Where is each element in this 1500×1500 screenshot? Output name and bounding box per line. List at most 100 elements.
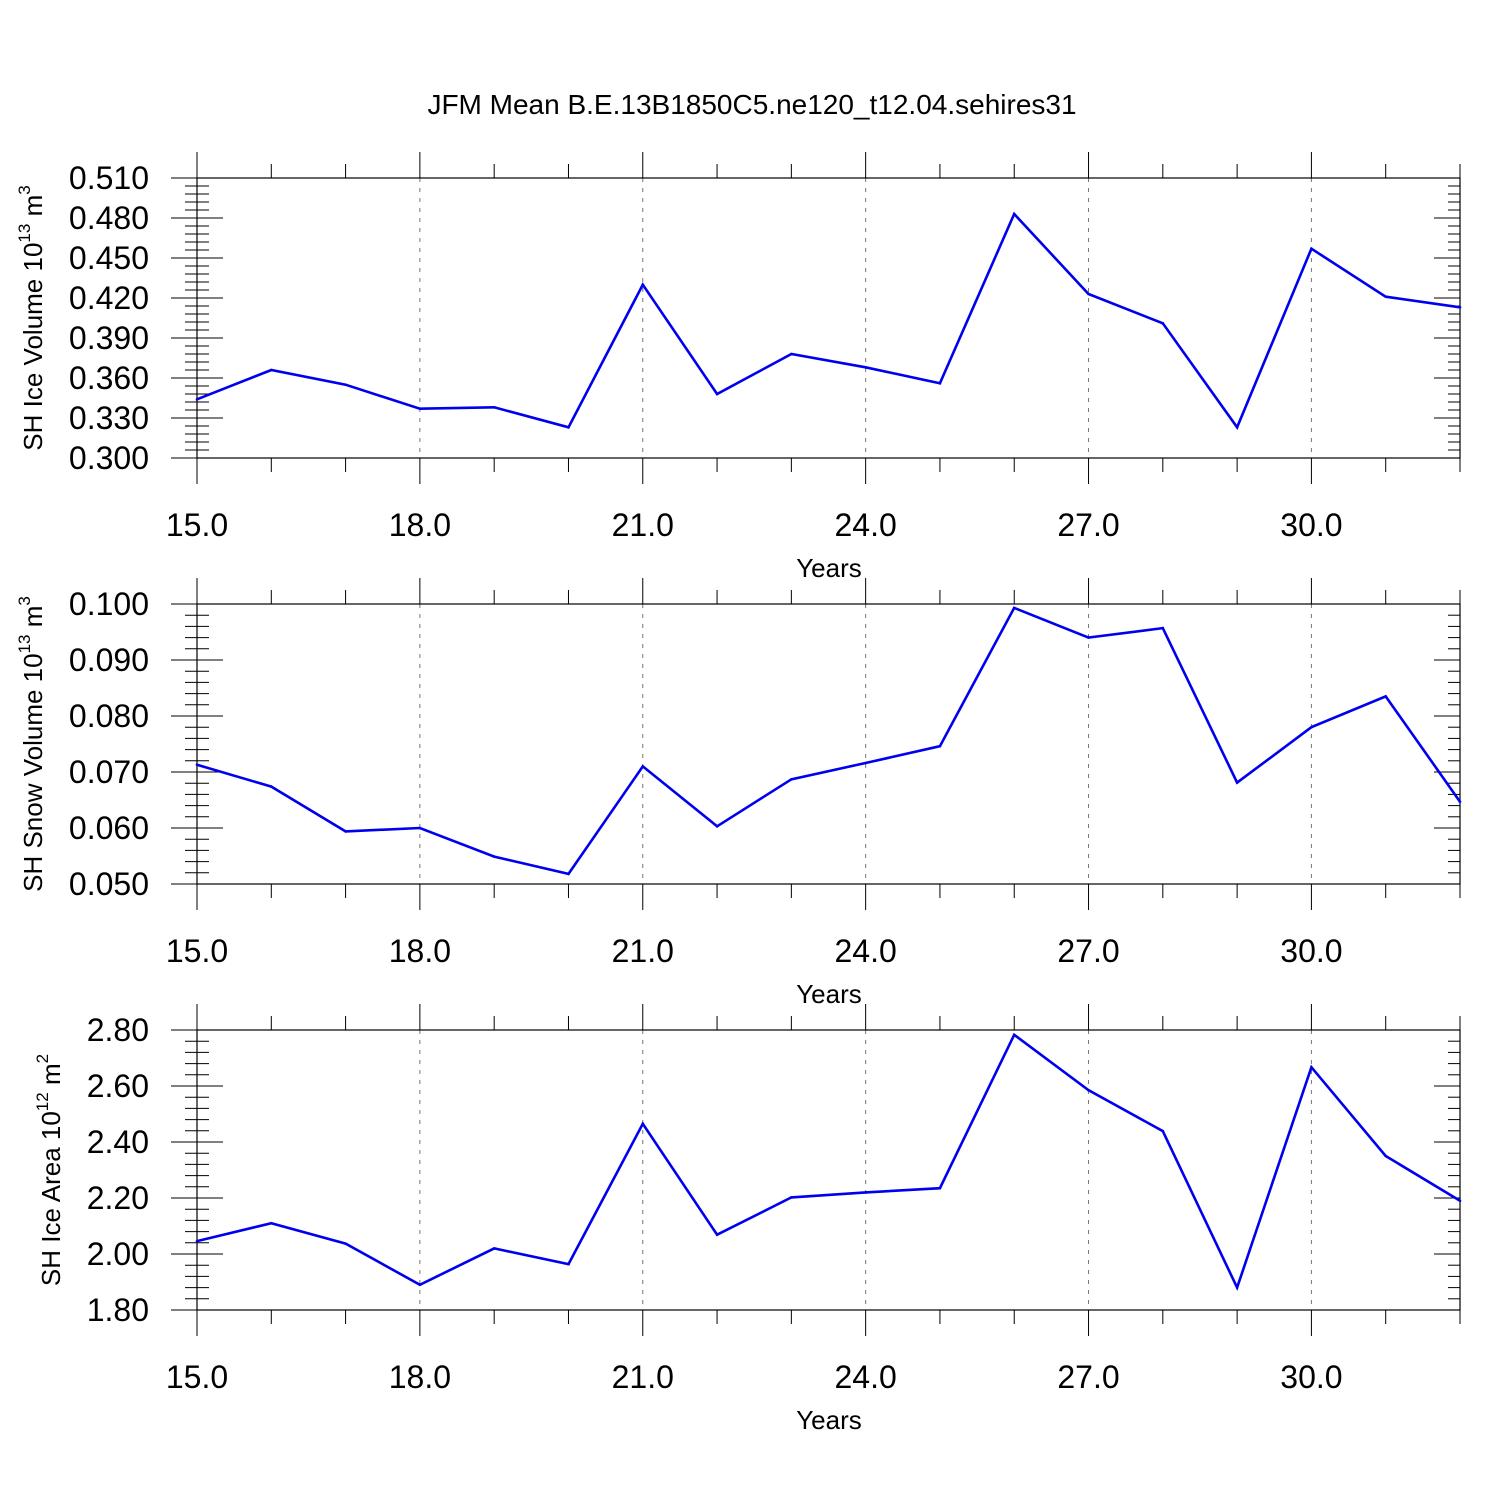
data-point bbox=[938, 1186, 942, 1190]
data-point bbox=[1161, 1129, 1165, 1133]
data-point bbox=[567, 426, 570, 429]
y-tick-label: 0.080 bbox=[69, 698, 149, 734]
x-tick-label: 18.0 bbox=[389, 1359, 451, 1395]
x-tick-label: 24.0 bbox=[835, 933, 897, 969]
data-point bbox=[1087, 292, 1090, 296]
y-axis-label: SH Ice Volume 1013 m3 bbox=[15, 185, 48, 450]
data-point bbox=[195, 763, 199, 767]
x-tick-label: 15.0 bbox=[166, 1359, 228, 1395]
data-point bbox=[492, 855, 496, 858]
data-point bbox=[641, 283, 645, 286]
data-point bbox=[1012, 606, 1016, 610]
figure-title: JFM Mean B.E.13B1850C5.ne120_t12.04.sehi… bbox=[427, 89, 1076, 120]
x-tick-label: 21.0 bbox=[612, 933, 674, 969]
x-tick-label: 18.0 bbox=[389, 933, 451, 969]
data-point bbox=[641, 1122, 645, 1126]
data-point bbox=[1235, 426, 1239, 429]
y-tick-label: 0.100 bbox=[69, 586, 149, 622]
x-tick-label: 24.0 bbox=[835, 507, 897, 543]
plot-frame bbox=[196, 177, 1461, 459]
x-tick-label: 30.0 bbox=[1280, 933, 1342, 969]
x-axis-label: Years bbox=[796, 979, 862, 1009]
y-tick-label: 0.450 bbox=[69, 240, 149, 276]
panel-ice-volume: 0.300 0.330 0.360 0.390 0.420 0.450 0.480 0.510… bbox=[15, 152, 1462, 583]
data-point bbox=[715, 392, 719, 396]
data-point bbox=[790, 777, 793, 781]
y-tick-label: 1.80 bbox=[87, 1292, 149, 1328]
data-point bbox=[418, 826, 422, 830]
data-point bbox=[195, 1239, 199, 1243]
x-tick-label: 27.0 bbox=[1057, 507, 1119, 543]
y-axis-label: SH Ice Area 1012 m2 bbox=[33, 1054, 66, 1286]
data-point bbox=[790, 1196, 793, 1199]
data-point bbox=[269, 1221, 273, 1225]
data-point bbox=[1384, 1154, 1388, 1158]
y-tick-label: 0.300 bbox=[69, 440, 149, 476]
y-tick-label: 0.360 bbox=[69, 360, 149, 396]
y-tick-label: 0.480 bbox=[69, 200, 149, 236]
y-tick-label: 0.060 bbox=[69, 810, 149, 846]
data-point bbox=[1161, 626, 1165, 630]
data-point bbox=[1310, 725, 1313, 729]
x-tick-label: 30.0 bbox=[1280, 507, 1342, 543]
data-point bbox=[269, 785, 273, 788]
data-point bbox=[1161, 322, 1165, 325]
data-point bbox=[567, 1262, 570, 1266]
data-point bbox=[864, 761, 867, 765]
x-tick-label: 30.0 bbox=[1280, 1359, 1342, 1395]
plot-frame bbox=[196, 603, 1461, 885]
x-tick-label: 24.0 bbox=[835, 1359, 897, 1395]
x-axis-label: Years bbox=[796, 553, 862, 583]
data-point bbox=[864, 366, 867, 369]
x-axis-label: Years bbox=[796, 1405, 862, 1435]
data-point bbox=[1310, 1065, 1313, 1069]
data-point bbox=[864, 1191, 867, 1194]
data-point bbox=[269, 368, 273, 372]
y-tick-label: 2.20 bbox=[87, 1180, 149, 1216]
data-point bbox=[1384, 295, 1388, 298]
y-tick-label: 0.510 bbox=[69, 160, 149, 196]
y-tick-label: 2.60 bbox=[87, 1068, 149, 1104]
y-tick-label: 2.80 bbox=[87, 1012, 149, 1048]
data-point bbox=[567, 872, 570, 876]
data-point bbox=[344, 1242, 347, 1245]
data-point bbox=[1458, 306, 1462, 309]
y-tick-label: 0.070 bbox=[69, 754, 149, 790]
data-point bbox=[1458, 800, 1462, 803]
x-tick-label: 21.0 bbox=[612, 507, 674, 543]
data-point bbox=[1087, 1088, 1090, 1092]
data-point bbox=[641, 765, 645, 768]
y-tick-label: 0.390 bbox=[69, 320, 149, 356]
data-point bbox=[344, 383, 347, 386]
x-tick-label: 18.0 bbox=[389, 507, 451, 543]
data-point bbox=[790, 352, 793, 356]
data-point bbox=[418, 407, 422, 410]
data-point bbox=[418, 1283, 422, 1287]
data-point bbox=[1235, 781, 1239, 784]
x-tick-label: 27.0 bbox=[1057, 1359, 1119, 1395]
x-tick-label: 27.0 bbox=[1057, 933, 1119, 969]
x-tick-label: 15.0 bbox=[166, 933, 228, 969]
data-point bbox=[1012, 1033, 1016, 1037]
series-line bbox=[196, 211, 1461, 430]
y-axis-label: SH Snow Volume 1013 m3 bbox=[15, 596, 48, 892]
data-point bbox=[1458, 1199, 1462, 1203]
y-tick-label: 2.00 bbox=[87, 1236, 149, 1272]
series-line bbox=[196, 1032, 1461, 1292]
data-point bbox=[492, 406, 496, 409]
plot-frame bbox=[196, 1029, 1461, 1311]
x-tick-label: 15.0 bbox=[166, 507, 228, 543]
series-line bbox=[196, 606, 1462, 876]
data-point bbox=[195, 398, 199, 401]
data-point bbox=[938, 744, 942, 748]
data-point bbox=[1012, 212, 1016, 216]
y-tick-label: 0.090 bbox=[69, 642, 149, 678]
data-point bbox=[1384, 695, 1388, 698]
data-point bbox=[1310, 247, 1313, 250]
data-point bbox=[715, 1233, 719, 1236]
x-tick-label: 21.0 bbox=[612, 1359, 674, 1395]
panel-ice-area: 1.80 2.00 2.20 2.40 2.60 2.80 15.0 18.0 21.0 24.0… bbox=[33, 1004, 1462, 1435]
data-point bbox=[715, 825, 719, 828]
y-tick-label: 0.050 bbox=[69, 866, 149, 902]
